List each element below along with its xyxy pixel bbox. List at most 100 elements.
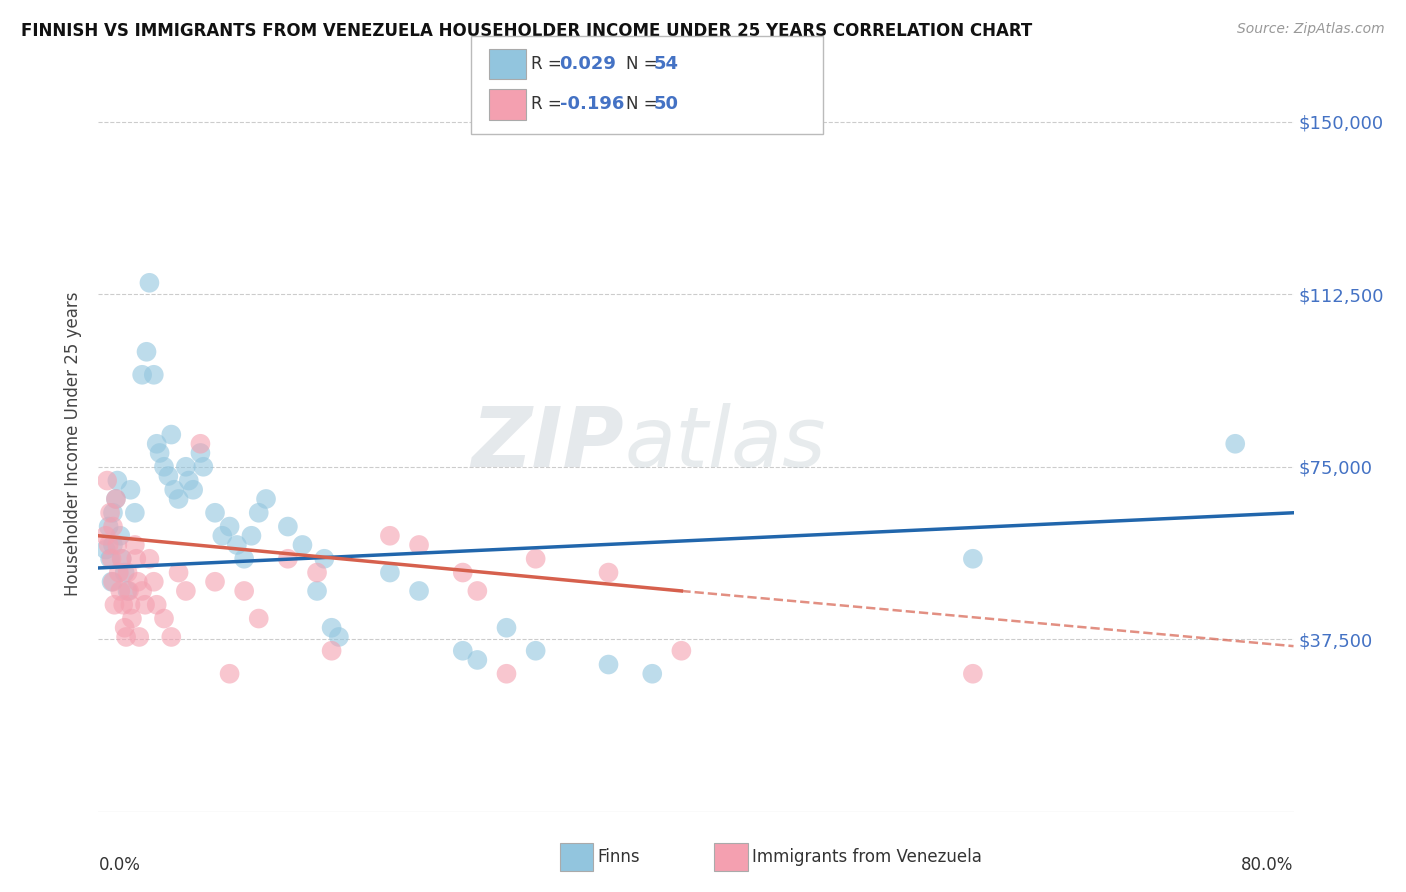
Point <box>94 529 117 543</box>
Point <box>378 529 401 543</box>
Text: R =: R = <box>531 95 568 113</box>
Point <box>225 538 247 552</box>
Point <box>110 529 132 543</box>
Point <box>142 574 165 589</box>
Point <box>101 574 124 589</box>
Point <box>114 566 136 580</box>
Point <box>114 621 136 635</box>
Text: 0.029: 0.029 <box>560 55 616 73</box>
Point <box>291 538 314 552</box>
Point <box>671 644 693 658</box>
Point <box>149 446 172 460</box>
Point <box>408 538 430 552</box>
Point <box>495 621 517 635</box>
Point <box>96 474 118 488</box>
Point <box>174 459 197 474</box>
Point <box>598 657 620 672</box>
Point <box>247 506 270 520</box>
Point <box>190 446 212 460</box>
Point <box>451 644 474 658</box>
Point <box>451 566 474 580</box>
Point <box>181 483 204 497</box>
Point <box>495 666 517 681</box>
Point <box>97 538 120 552</box>
Text: Immigrants from Venezuela: Immigrants from Venezuela <box>752 848 981 866</box>
Point <box>174 583 197 598</box>
Point <box>153 459 176 474</box>
Point <box>131 368 153 382</box>
Point <box>128 630 150 644</box>
Point <box>135 344 157 359</box>
Point <box>321 644 343 658</box>
Text: Source: ZipAtlas.com: Source: ZipAtlas.com <box>1237 22 1385 37</box>
Point <box>120 483 142 497</box>
Point <box>134 598 156 612</box>
Text: R =: R = <box>531 55 568 73</box>
Point <box>524 644 547 658</box>
Point <box>408 583 430 598</box>
Point <box>115 630 138 644</box>
Point <box>962 551 984 566</box>
Point <box>467 653 489 667</box>
Point <box>1225 436 1247 450</box>
Point <box>314 551 336 566</box>
Point <box>138 276 160 290</box>
Text: FINNISH VS IMMIGRANTS FROM VENEZUELA HOUSEHOLDER INCOME UNDER 25 YEARS CORRELATI: FINNISH VS IMMIGRANTS FROM VENEZUELA HOU… <box>21 22 1032 40</box>
Point <box>277 551 299 566</box>
Text: N =: N = <box>626 55 662 73</box>
Text: 0.0%: 0.0% <box>98 856 141 874</box>
Point <box>641 666 664 681</box>
Point <box>110 583 132 598</box>
Point <box>321 621 343 635</box>
Point <box>218 666 240 681</box>
Point <box>167 491 190 506</box>
Point <box>145 598 167 612</box>
Point <box>101 538 124 552</box>
Point <box>160 427 183 442</box>
Text: N =: N = <box>626 95 662 113</box>
Point <box>467 583 489 598</box>
Point <box>104 491 127 506</box>
Point <box>118 583 141 598</box>
Y-axis label: Householder Income Under 25 years: Householder Income Under 25 years <box>65 292 83 596</box>
Point <box>145 436 167 450</box>
Point <box>305 566 328 580</box>
Point <box>204 506 226 520</box>
Text: -0.196: -0.196 <box>560 95 624 113</box>
Point <box>240 529 263 543</box>
Point <box>105 538 128 552</box>
Point <box>104 491 127 506</box>
Point <box>157 469 180 483</box>
Point <box>105 474 128 488</box>
Point <box>328 630 350 644</box>
Point <box>233 551 256 566</box>
Point <box>111 551 134 566</box>
Point <box>125 551 148 566</box>
Point <box>190 436 212 450</box>
Point <box>103 598 125 612</box>
Point <box>101 519 124 533</box>
Point <box>524 551 547 566</box>
Point <box>100 551 122 566</box>
Point <box>211 529 233 543</box>
Point <box>193 459 215 474</box>
Point <box>204 574 226 589</box>
Point <box>94 542 117 557</box>
Point <box>177 474 200 488</box>
Point <box>167 566 190 580</box>
Text: 50: 50 <box>654 95 679 113</box>
Point <box>100 574 122 589</box>
Point <box>127 574 149 589</box>
Point <box>247 611 270 625</box>
Point <box>138 551 160 566</box>
Point <box>101 506 124 520</box>
Point <box>111 551 134 566</box>
Point <box>163 483 186 497</box>
Point <box>142 368 165 382</box>
Point <box>124 506 146 520</box>
Point <box>131 583 153 598</box>
Point <box>254 491 277 506</box>
Point <box>121 611 143 625</box>
Point <box>112 598 135 612</box>
Text: Finns: Finns <box>598 848 640 866</box>
